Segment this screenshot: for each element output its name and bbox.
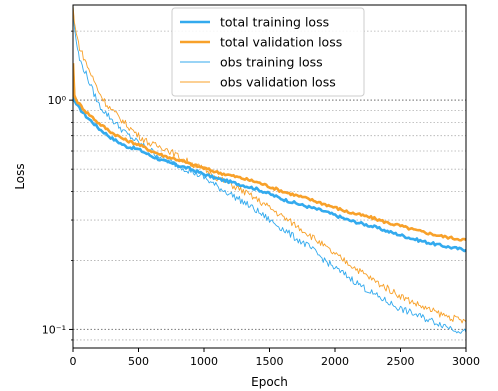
y-tick-label: 10⁻¹ [42, 323, 66, 336]
x-tick-label: 0 [70, 355, 77, 368]
x-tick-label: 2000 [321, 355, 349, 368]
x-tick-label: 500 [128, 355, 149, 368]
legend: total training loss total validation loss… [171, 7, 365, 97]
y-axis-label: Loss [13, 163, 27, 189]
x-tick-label: 1000 [190, 355, 218, 368]
legend-label: obs training loss [220, 55, 323, 70]
series-line-total-validation-loss [73, 63, 466, 242]
series-line-obs-training-loss [73, 5, 466, 334]
x-axis-label: Epoch [251, 375, 288, 389]
series-line-total-training-loss [73, 70, 466, 253]
axis-ticks: 0 500 1000 1500 2000 2500 3000 10⁰ 10⁻¹ [42, 30, 480, 368]
y-tick-label: 10⁰ [48, 94, 67, 107]
series-line-obs-validation-loss [73, 5, 466, 324]
legend-box [171, 7, 365, 97]
legend-label: total training loss [220, 15, 329, 30]
series-lines [73, 5, 466, 334]
x-tick-label: 2500 [387, 355, 415, 368]
legend-label: total validation loss [220, 35, 342, 50]
legend-label: obs validation loss [220, 75, 336, 90]
x-tick-label: 3000 [452, 355, 480, 368]
x-tick-label: 1500 [256, 355, 284, 368]
